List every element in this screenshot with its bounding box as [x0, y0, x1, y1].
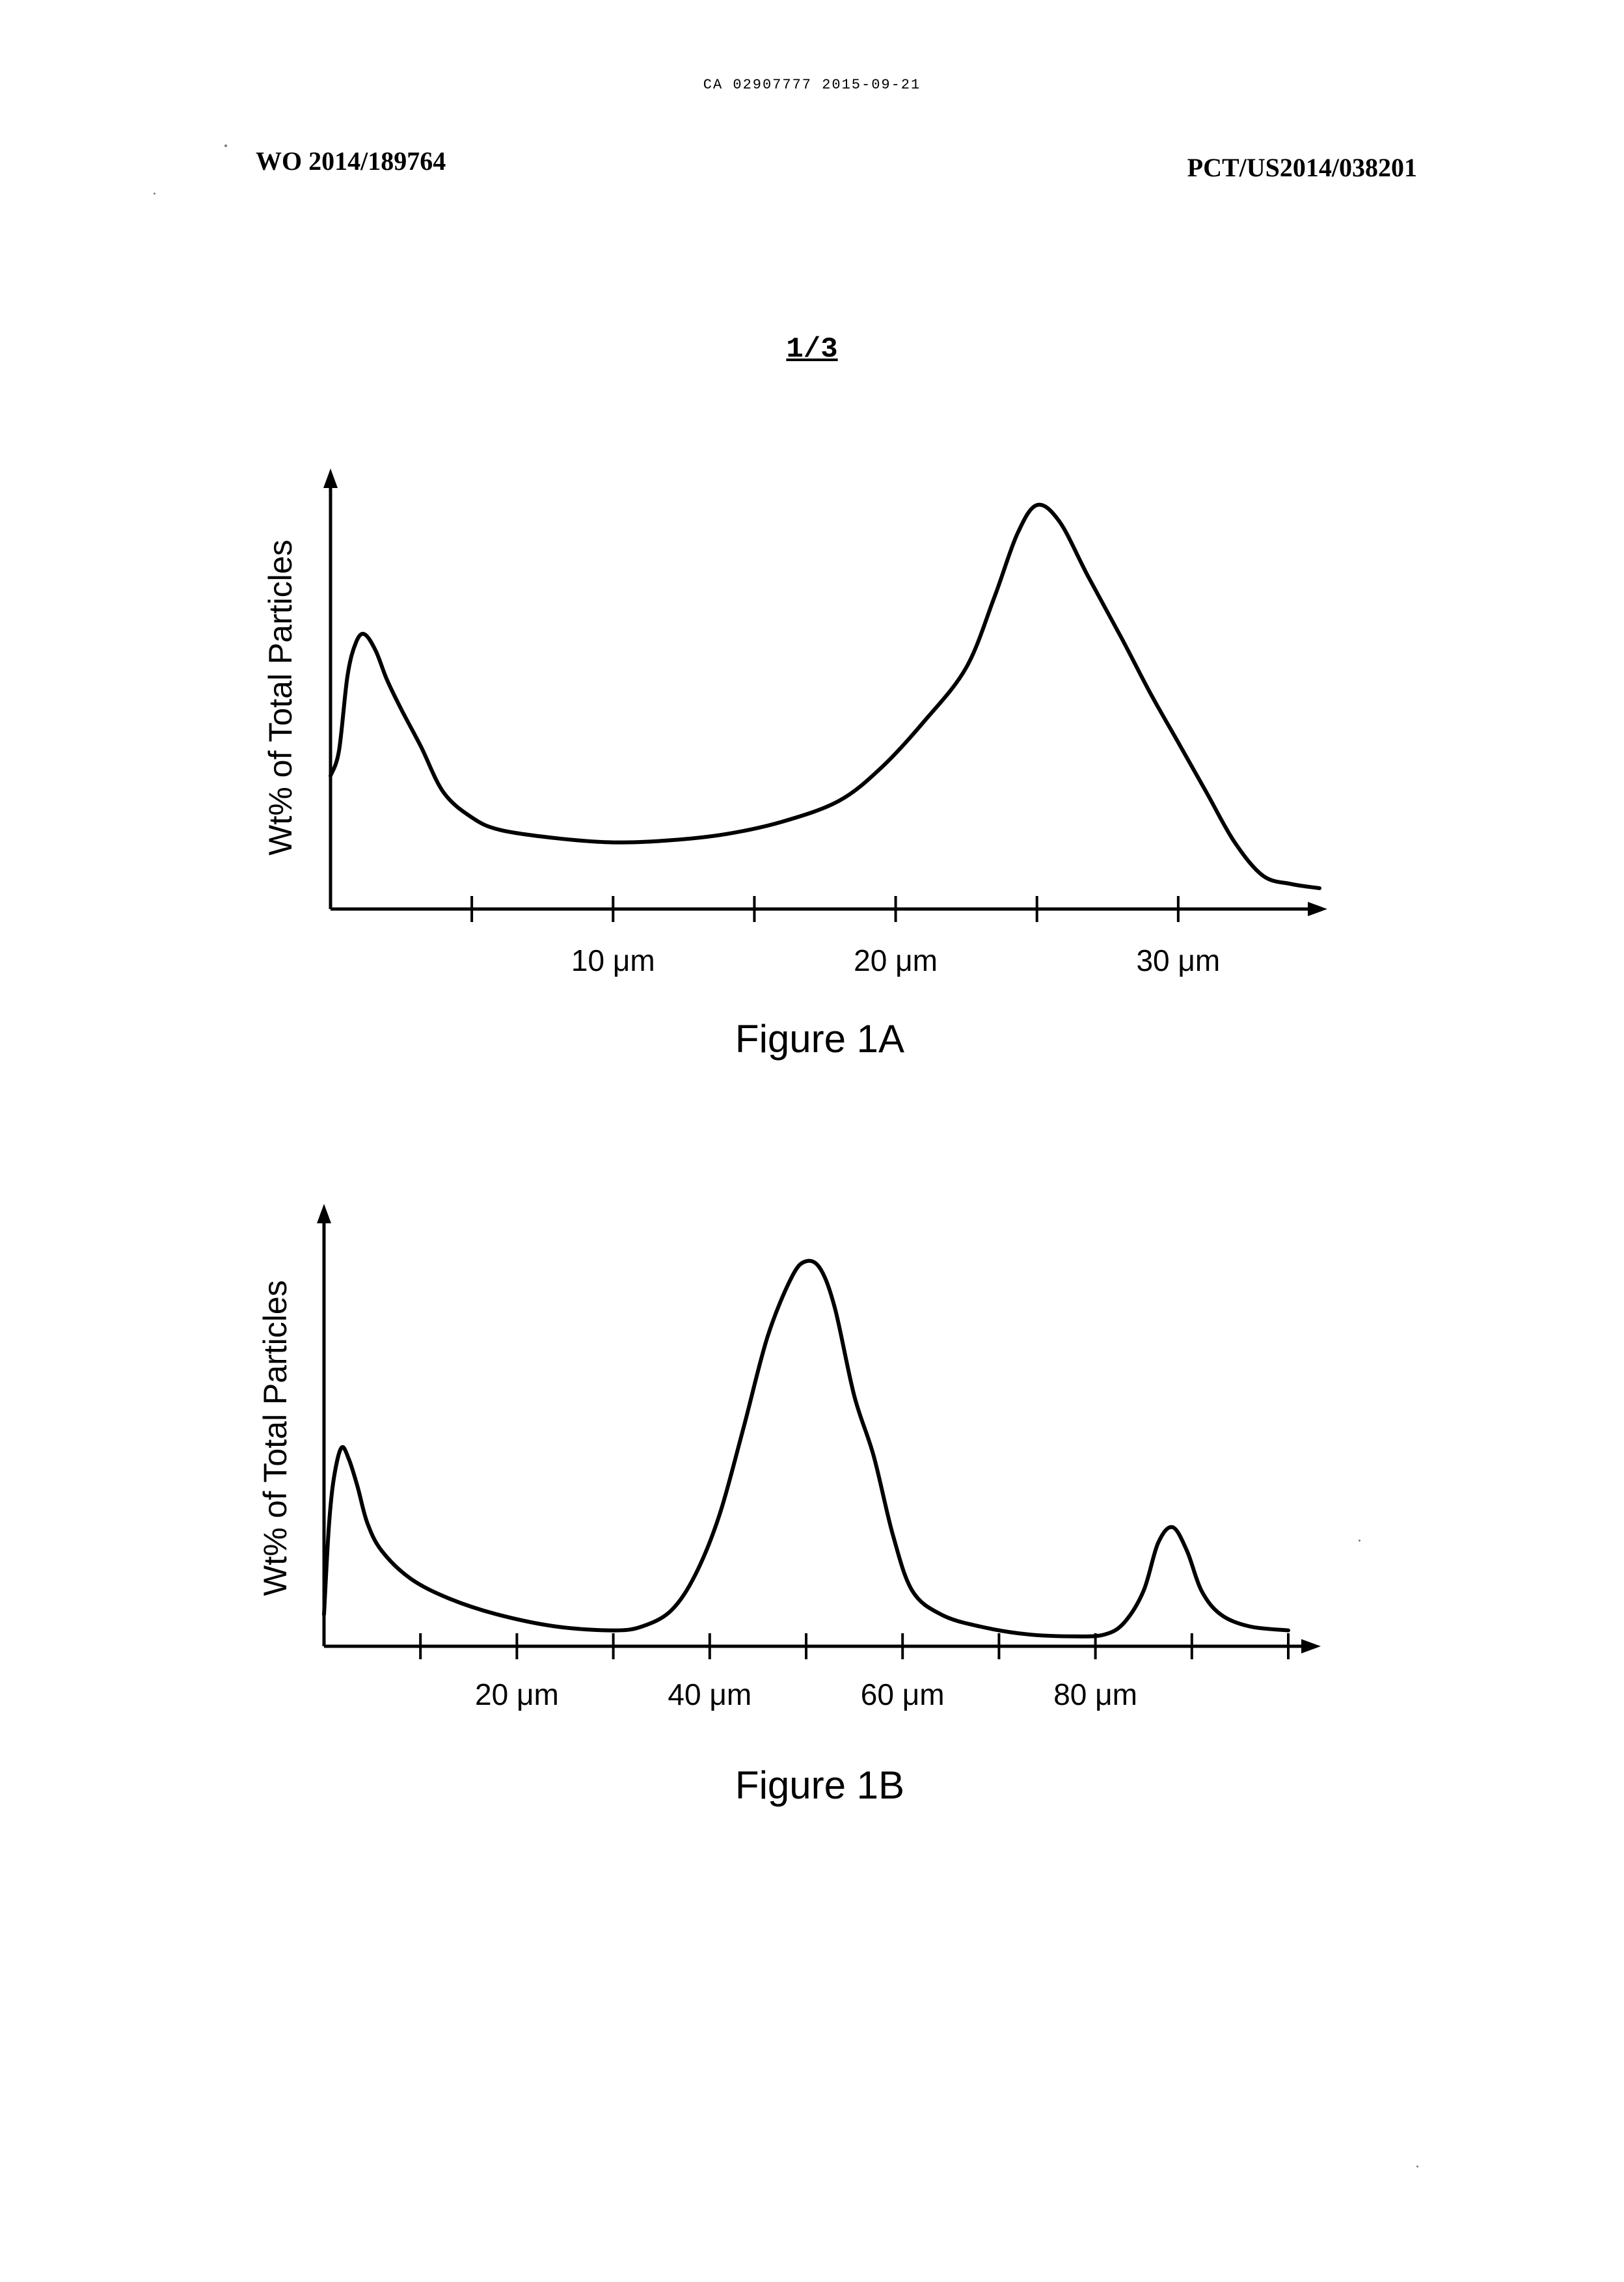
x-tick-label: 10 μm: [571, 944, 655, 977]
filing-stamp: CA 02907777 2015-09-21: [0, 77, 1624, 93]
scan-speck: [1416, 2166, 1418, 2167]
scan-speck: [1359, 1540, 1360, 1542]
x-tick-label: 20 μm: [475, 1678, 559, 1711]
x-tick-label: 20 μm: [854, 944, 938, 977]
application-number: PCT/US2014/038201: [1187, 152, 1417, 183]
figure-caption: Figure 1B: [735, 1763, 904, 1807]
publication-number: WO 2014/189764: [256, 146, 446, 176]
scan-speck: [154, 193, 156, 195]
y-axis-label: Wt% of Total Particles: [257, 1280, 293, 1596]
sheet-number: 1/3: [0, 333, 1624, 366]
figure-caption: Figure 1A: [735, 1017, 904, 1061]
figure-1a-plot: 10 μm 20 μm 30 μm Wt% of Total Particles Fig…: [0, 455, 1624, 1106]
x-axis-arrowhead: [1308, 902, 1327, 916]
y-axis-label: Wt% of Total Particles: [262, 539, 299, 855]
y-axis-arrowhead: [317, 1204, 331, 1223]
x-tick-label: 80 μm: [1053, 1678, 1137, 1711]
figure-1a: 10 μm 20 μm 30 μm Wt% of Total Particles Fig…: [0, 455, 1624, 1236]
x-axis-arrowhead: [1301, 1639, 1321, 1653]
scan-speck: [224, 144, 227, 147]
x-tick-label: 30 μm: [1136, 944, 1220, 977]
distribution-curve: [331, 505, 1320, 888]
figure-1b-plot: 20 μm 40 μm 60 μm 80 μm Wt% of Total Particl…: [0, 1191, 1624, 1841]
x-tick-label: 60 μm: [861, 1678, 945, 1711]
x-tick-label: 40 μm: [668, 1678, 751, 1711]
figure-1b: 20 μm 40 μm 60 μm 80 μm Wt% of Total Particl…: [0, 1191, 1624, 1972]
distribution-curve: [324, 1261, 1288, 1637]
y-axis-arrowhead: [323, 469, 338, 488]
